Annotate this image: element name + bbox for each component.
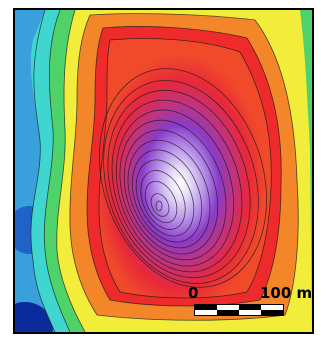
- contour-line: [131, 149, 203, 243]
- scale-segment: [239, 305, 261, 310]
- scale-segment: [195, 305, 217, 310]
- contour-line: [107, 89, 251, 279]
- contour-line: [56, 10, 86, 332]
- contour-line: [111, 99, 243, 273]
- contour-line: [99, 68, 267, 288]
- deep-low-area: [15, 302, 53, 332]
- contour-line: [127, 139, 211, 249]
- contour-line: [30, 10, 56, 332]
- elevation-raster: [15, 10, 312, 332]
- contour-line: [69, 13, 299, 321]
- scale-bar: [194, 304, 284, 316]
- contour-line: [103, 80, 259, 284]
- contour-line: [150, 193, 170, 217]
- contour-lines: [30, 10, 299, 332]
- contour-line: [115, 109, 235, 267]
- scale-start-label: 0: [188, 284, 199, 302]
- contour-line: [119, 119, 227, 261]
- contour-line: [123, 129, 219, 255]
- contour-line: [155, 200, 163, 212]
- contour-line: [43, 10, 71, 332]
- scale-end-label: 100 m: [260, 284, 313, 302]
- scale-segment: [261, 310, 283, 315]
- scale-segment: [217, 310, 239, 315]
- topographic-map: [13, 8, 314, 334]
- contour-line: [98, 38, 272, 299]
- summit-dome: [99, 38, 272, 298]
- contour-line: [144, 180, 178, 224]
- contour-line: [135, 159, 195, 237]
- contour-line: [140, 170, 186, 230]
